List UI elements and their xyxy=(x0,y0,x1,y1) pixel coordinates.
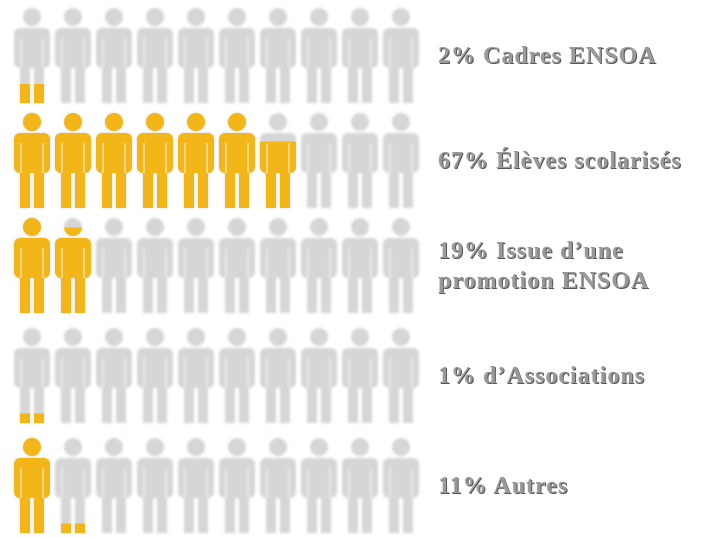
row-label: 19% Issue d’une promotion ENSOA xyxy=(438,236,720,296)
row-label: 11% Autres xyxy=(438,471,720,501)
value-label: 19% xyxy=(438,237,489,264)
empty-figures xyxy=(14,328,419,423)
row-label: 1% d’Associations xyxy=(438,361,720,391)
value-label: 1% xyxy=(438,362,476,389)
category-label: Élèves scolarisés xyxy=(496,147,682,174)
filled-figures xyxy=(20,84,44,103)
value-label: 2% xyxy=(438,42,476,69)
value-label: 67% xyxy=(438,147,489,174)
category-label: d’Associations xyxy=(483,362,646,389)
category-label: Autres xyxy=(493,472,569,499)
empty-figures xyxy=(14,8,419,103)
row-label: 67% Élèves scolarisés xyxy=(438,146,720,176)
row-label: 2% Cadres ENSOA xyxy=(438,41,720,71)
category-label: Cadres ENSOA xyxy=(483,42,657,69)
filled-figures xyxy=(14,438,85,533)
filled-figures xyxy=(14,113,296,208)
empty-figures xyxy=(14,438,419,533)
filled-figures xyxy=(14,218,91,313)
value-label: 11% xyxy=(438,472,488,499)
filled-figures xyxy=(20,413,44,423)
category-label: Issue d’une promotion ENSOA xyxy=(438,237,650,294)
